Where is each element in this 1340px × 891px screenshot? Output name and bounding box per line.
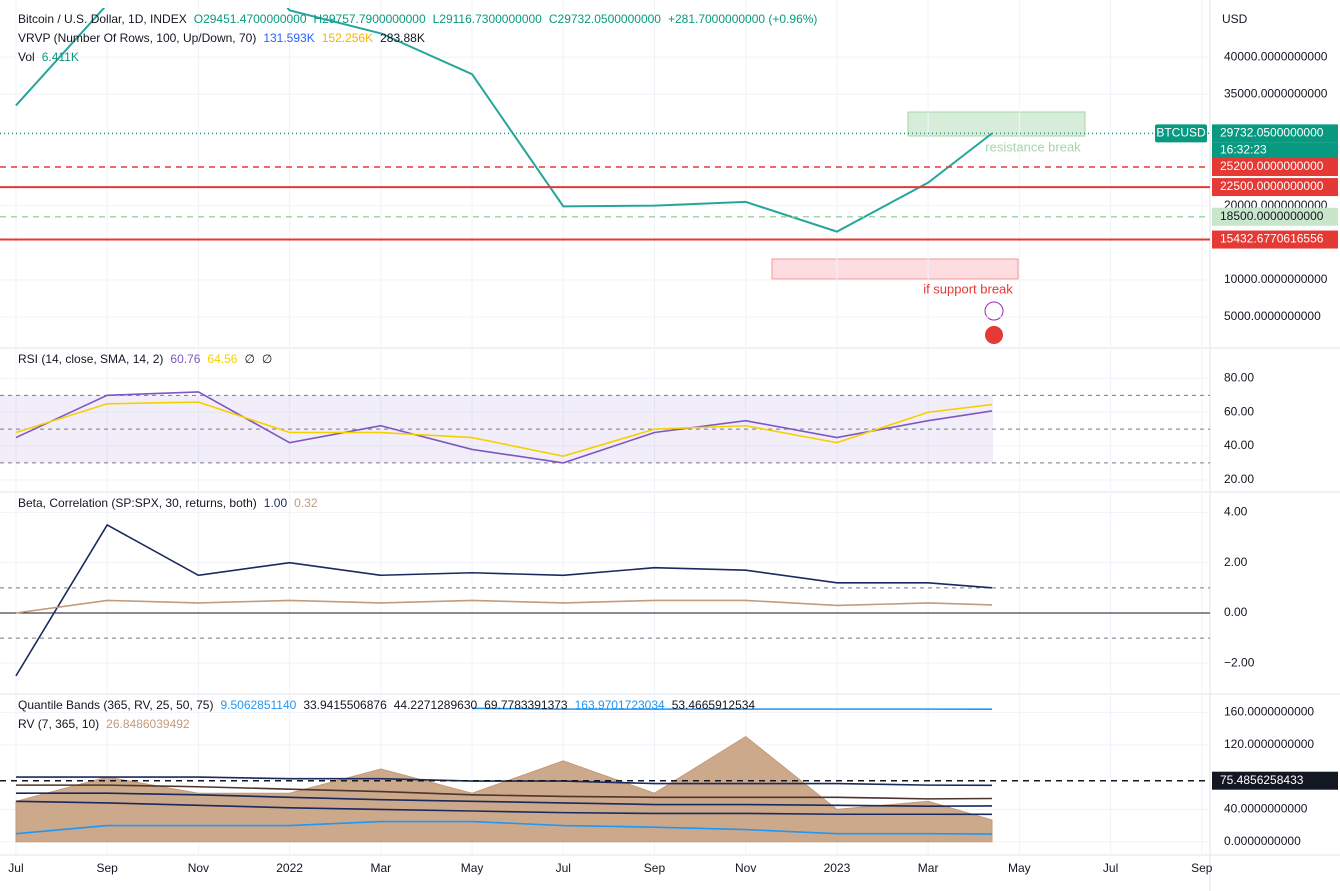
status-text: 131.593K <box>263 31 314 45</box>
axis-unit: USD <box>1222 12 1248 26</box>
price-tag <box>1212 771 1338 790</box>
status-text: 1.00 <box>264 496 288 510</box>
status-text: O29451.4700000000 <box>194 12 307 26</box>
status-text: 60.76 <box>170 352 200 366</box>
x-tick-label: Jul <box>556 861 571 875</box>
price-tag <box>1212 207 1338 226</box>
status-text: Beta, Correlation (SP:SPX, 30, returns, … <box>18 496 257 510</box>
x-tick-label: 2023 <box>824 861 851 875</box>
event-icon[interactable] <box>984 301 1004 321</box>
pane <box>0 8 1210 318</box>
line <box>15 784 992 800</box>
line <box>15 599 993 614</box>
line <box>15 401 993 457</box>
symbol-label: BTCUSD <box>1156 126 1206 140</box>
status-text: 33.9415506876 <box>303 698 387 712</box>
price-tag <box>1212 230 1338 249</box>
line <box>15 8 993 233</box>
price-tag-label: 22500.0000000000 <box>1220 179 1324 193</box>
y-tick-label: 40000.0000000000 <box>1224 49 1328 63</box>
x-tick-label: Nov <box>735 861 756 875</box>
status-text: Quantile Bands (365, RV, 25, 50, 75) <box>18 698 213 712</box>
y-tick-label: 2.00 <box>1224 555 1248 569</box>
symbol-tag <box>1155 124 1207 143</box>
line <box>15 391 993 464</box>
status-text: 0.32 <box>294 496 318 510</box>
area <box>15 736 993 843</box>
y-tick-label: 10000.0000000000 <box>1224 272 1328 286</box>
line <box>15 792 992 807</box>
x-tick-label: Sep <box>1191 861 1213 875</box>
y-tick-label: 35000.0000000000 <box>1224 86 1328 100</box>
support-box <box>771 258 1019 280</box>
status-text: 9.5062851140 <box>220 698 296 712</box>
status-text: L29116.7300000000 <box>433 12 543 26</box>
x-tick-label: May <box>1008 861 1031 875</box>
y-tick-label: 80.00 <box>1224 371 1254 385</box>
status-text: 26.8486039492 <box>106 717 190 731</box>
y-tick-label: −2.00 <box>1224 655 1255 669</box>
y-tick-label: 0.00 <box>1224 605 1248 619</box>
line <box>15 820 992 835</box>
x-tick-label: Sep <box>97 861 119 875</box>
x-tick-label: Sep <box>644 861 666 875</box>
countdown: 16:32:23 <box>1220 143 1267 157</box>
y-tick-label: 60.00 <box>1224 404 1254 418</box>
status-text: 53.4665912534 <box>672 698 756 712</box>
y-tick-label: 20.00 <box>1224 472 1254 486</box>
x-tick-label: 2022 <box>276 861 303 875</box>
price-tag <box>1212 124 1338 143</box>
price-tag-label: 29732.0500000000 <box>1220 126 1324 140</box>
resistance-box <box>907 111 1086 137</box>
x-tick-label: Nov <box>188 861 209 875</box>
line <box>472 707 992 710</box>
status-text: H29757.7900000000 <box>314 12 426 26</box>
status-text: Bitcoin / U.S. Dollar, 1D, INDEX <box>18 12 187 26</box>
status-text: RSI (14, close, SMA, 14, 2) <box>18 352 163 366</box>
y-tick-label: 4.00 <box>1224 505 1248 519</box>
x-tick-label: Mar <box>370 861 391 875</box>
x-tick-label: Mar <box>918 861 939 875</box>
y-tick-label: 5000.0000000000 <box>1224 309 1321 323</box>
x-tick-label: Jul <box>1103 861 1118 875</box>
flag-icon[interactable] <box>985 326 1003 344</box>
y-tick-label: 40.0000000000 <box>1224 802 1308 816</box>
y-tick-label: 120.0000000000 <box>1224 737 1314 751</box>
status-text: VRVP (Number Of Rows, 100, Up/Down, 70) <box>18 31 256 45</box>
status-text: 152.256K <box>322 31 373 45</box>
pane <box>0 707 1210 843</box>
annotation: if support break <box>923 281 1013 296</box>
status-text: 44.2271289630 <box>394 698 478 712</box>
countdown-tag <box>1212 142 1338 159</box>
status-text: ∅ <box>262 352 272 366</box>
price-tag-label: 18500.0000000000 <box>1220 209 1324 223</box>
line <box>15 523 993 677</box>
price-tag <box>1212 158 1338 177</box>
status-text: Vol <box>18 50 35 64</box>
status-text: 69.7783391373 <box>484 698 568 712</box>
pane <box>0 511 1210 677</box>
status-text: 163.9701723034 <box>575 698 665 712</box>
price-tag <box>1212 178 1338 197</box>
status-text: RV (7, 365, 10) <box>18 717 99 731</box>
price-tag-label: 25200.0000000000 <box>1220 159 1324 173</box>
status-text: 6.411K <box>42 50 79 64</box>
x-tick-label: Jul <box>8 861 23 875</box>
annotation: resistance break <box>985 139 1081 154</box>
y-tick-label: 40.00 <box>1224 438 1254 452</box>
status-text: +281.7000000000 (+0.96%) <box>668 12 817 26</box>
y-tick-label: 160.0000000000 <box>1224 705 1314 719</box>
line <box>15 800 992 816</box>
status-text: 283.88K <box>380 31 425 45</box>
y-tick-label: 0.0000000000 <box>1224 834 1301 848</box>
status-text: C29732.0500000000 <box>549 12 661 26</box>
pane <box>0 377 1210 481</box>
x-tick-label: May <box>461 861 484 875</box>
price-tag-label: 75.4856258433 <box>1220 773 1304 787</box>
status-text: ∅ <box>244 352 254 366</box>
price-tag-label: 15432.6770616556 <box>1220 232 1324 246</box>
status-text: 64.56 <box>207 352 237 366</box>
